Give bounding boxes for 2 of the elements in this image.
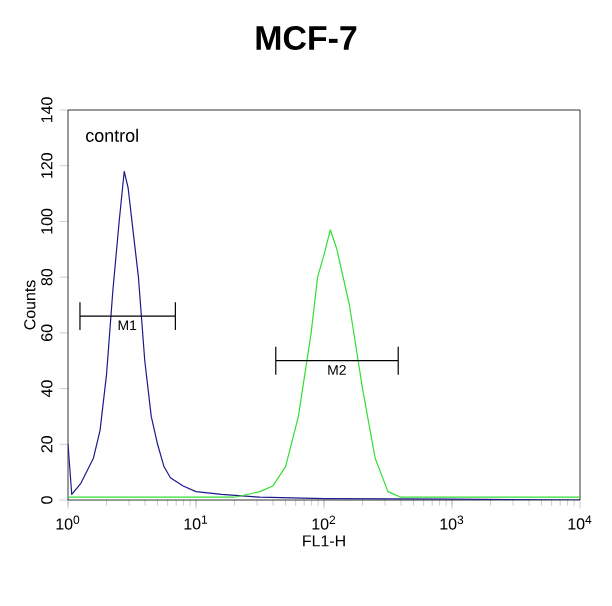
- annotation: control: [86, 128, 138, 142]
- chart-title: MCF-7: [256, 26, 357, 50]
